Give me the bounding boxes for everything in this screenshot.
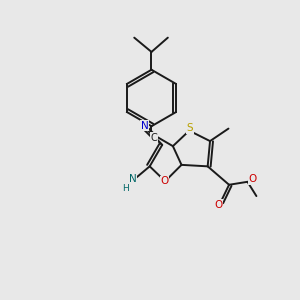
Text: S: S <box>187 123 193 133</box>
Text: N: N <box>129 174 136 184</box>
Text: H: H <box>123 184 129 193</box>
Text: O: O <box>160 176 169 186</box>
Text: O: O <box>214 200 223 210</box>
Text: O: O <box>249 174 257 184</box>
Text: C: C <box>151 133 158 143</box>
Text: N: N <box>141 121 148 131</box>
